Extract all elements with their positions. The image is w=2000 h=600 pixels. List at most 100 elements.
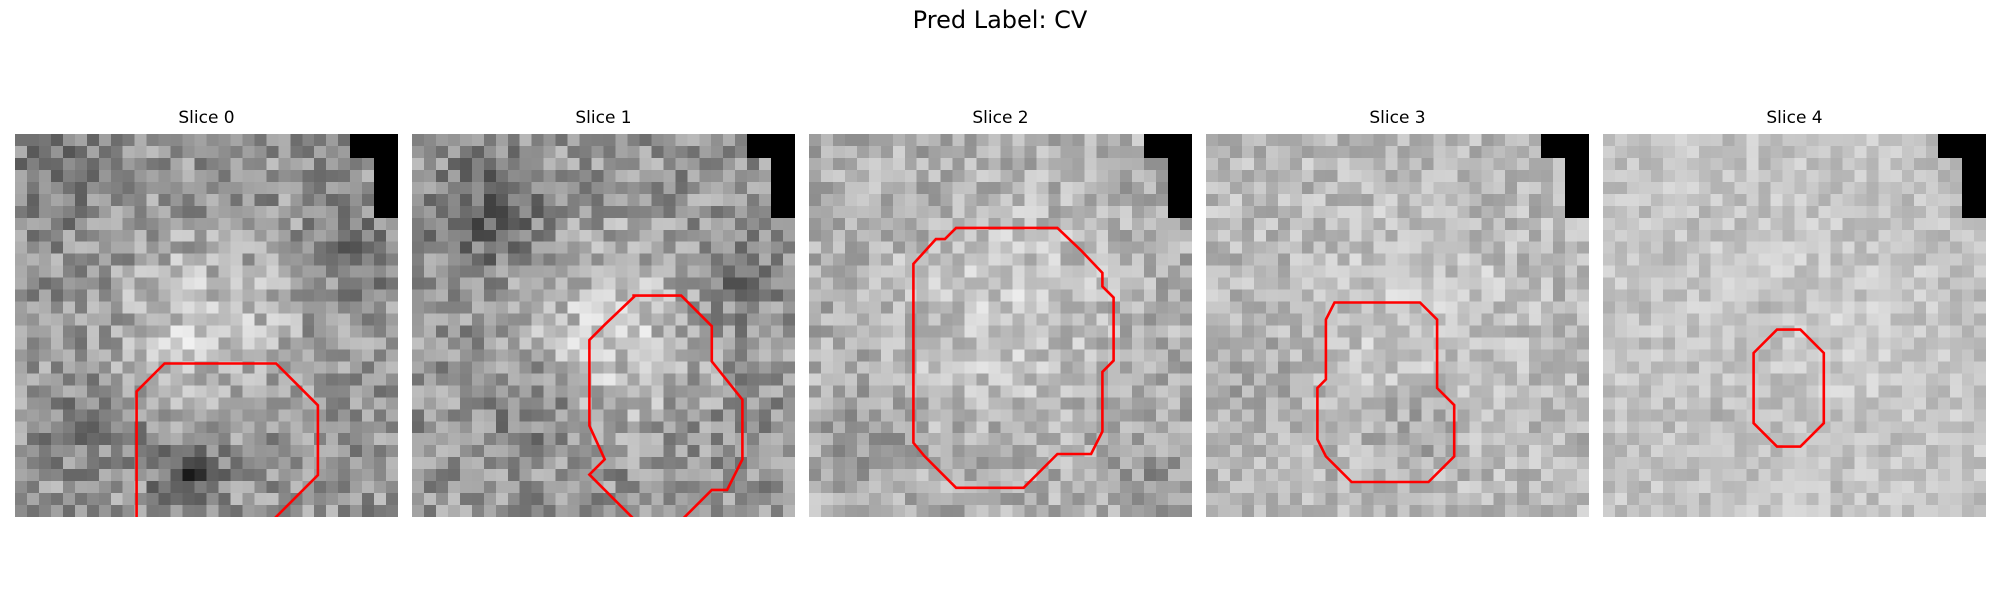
pixel-cell [964,325,978,339]
pixel-cell [1782,325,1796,339]
pixel-cell [26,193,40,207]
pixel-cell [1794,385,1808,398]
pixel-cell [483,469,497,482]
pixel-cell [747,217,760,231]
pixel-cell [26,205,40,219]
pixel-cell [507,145,521,159]
pixel-cell [1974,265,1986,279]
pixel-cell [386,337,398,351]
pixel-cell [1433,325,1446,339]
pixel-cell [1962,134,1975,147]
pixel-cell [747,325,760,339]
pixel-cell [531,301,545,315]
pixel-cell [435,457,449,470]
pixel-cell [1277,361,1291,374]
pixel-cell [1529,205,1542,219]
pixel-cell [206,373,220,386]
pixel-cell [338,205,351,219]
pixel-cell [350,373,363,386]
pixel-cell [507,421,521,434]
pixel-cell [1048,229,1061,243]
pixel-cell [146,469,160,482]
pixel-cell [1626,457,1640,470]
pixel-cell [218,481,232,494]
pixel-cell [1469,229,1482,243]
pixel-cell [1806,157,1820,171]
pixel-cell [86,505,100,517]
pixel-cell [639,409,652,422]
pixel-cell [1457,181,1470,195]
pixel-cell [1024,325,1038,339]
pixel-cell [591,493,605,506]
pixel-cell [1361,253,1375,267]
pixel-cell [242,253,255,267]
pixel-cell [471,409,485,422]
pixel-cell [531,385,545,398]
pixel-cell [1012,421,1026,434]
pixel-cell [230,349,244,363]
pixel-cell [1108,241,1121,255]
pixel-cell [1854,277,1867,291]
pixel-cell [158,301,172,315]
pixel-cell [1156,169,1169,183]
pixel-cell [531,397,545,410]
pixel-cell [146,241,160,255]
pixel-cell [254,241,267,255]
pixel-cell [663,397,676,410]
pixel-cell [218,277,232,291]
pixel-cell [98,253,112,267]
pixel-cell [1229,157,1243,171]
pixel-cell [302,457,315,470]
pixel-cell [507,205,521,219]
pixel-cell [1830,397,1843,410]
pixel-cell [759,433,772,446]
pixel-cell [447,229,461,243]
pixel-cell [338,421,351,434]
pixel-cell [519,241,533,255]
pixel-cell [134,253,148,267]
pixel-cell [302,313,315,327]
pixel-cell [1493,337,1506,351]
pixel-cell [747,421,760,434]
pixel-cell [62,337,76,351]
pixel-cell [1206,361,1219,374]
pixel-cell [1902,409,1915,422]
pixel-cell [1277,157,1291,171]
pixel-cell [447,445,461,458]
pixel-cell [1565,301,1578,315]
pixel-cell [1603,325,1616,339]
pixel-cell [759,421,772,434]
pixel-cell [603,241,617,255]
pixel-cell [1626,193,1640,207]
pixel-cell [110,505,124,517]
pixel-cell [447,301,461,315]
pixel-cell [1000,253,1014,267]
pixel-cell [15,313,28,327]
pixel-cell [495,325,509,339]
pixel-cell [1385,241,1399,255]
pixel-cell [1277,445,1291,458]
pixel-cell [1674,229,1688,243]
pixel-cell [832,277,846,291]
pixel-cell [242,289,255,303]
pixel-cell [809,193,822,207]
pixel-cell [435,134,449,147]
pixel-cell [651,181,664,195]
pixel-cell [663,134,676,147]
pixel-cell [1674,265,1688,279]
pixel-cell [964,193,978,207]
pixel-cell [1253,481,1267,494]
pixel-cell [1168,505,1181,517]
pixel-cell [663,409,676,422]
pixel-cell [723,397,736,410]
pixel-cell [86,169,100,183]
pixel-cell [1180,481,1192,494]
pixel-cell [1794,409,1808,422]
pixel-cell [627,253,641,267]
pixel-cell [627,217,641,231]
pixel-cell [38,469,52,482]
pixel-cell [1553,457,1566,470]
pixel-cell [1060,325,1073,339]
pixel-cell [1830,169,1843,183]
pixel-cell [1722,433,1736,446]
